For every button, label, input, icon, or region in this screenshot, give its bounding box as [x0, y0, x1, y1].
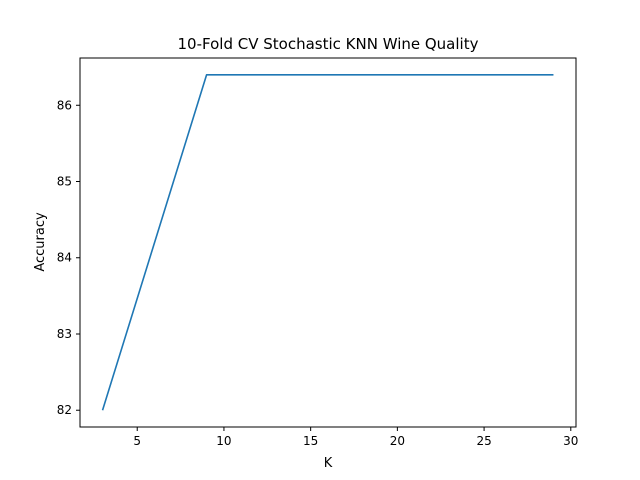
series-layer	[101, 73, 554, 411]
y-tick-label: 82	[57, 403, 72, 417]
chart-title: 10-Fold CV Stochastic KNN Wine Quality	[178, 35, 479, 53]
x-tick-label: 30	[563, 434, 578, 448]
x-axis: 5 10 15 20 25 30	[133, 427, 578, 448]
y-tick-label: 86	[57, 98, 72, 112]
series-line-1	[101, 73, 554, 411]
x-tick-label: 10	[216, 434, 231, 448]
x-tick-label: 5	[133, 434, 141, 448]
plot-frame	[79, 57, 577, 428]
x-axis-label: K	[324, 456, 333, 471]
y-tick-label: 83	[57, 327, 72, 341]
x-tick-label: 20	[390, 434, 405, 448]
y-axis: 82 83 84 85 86	[57, 98, 80, 417]
y-tick-label: 84	[57, 251, 72, 265]
x-tick-label: 15	[303, 434, 318, 448]
y-tick-label: 85	[57, 175, 72, 189]
y-axis-label: Accuracy	[33, 212, 48, 272]
x-tick-label: 25	[476, 434, 491, 448]
